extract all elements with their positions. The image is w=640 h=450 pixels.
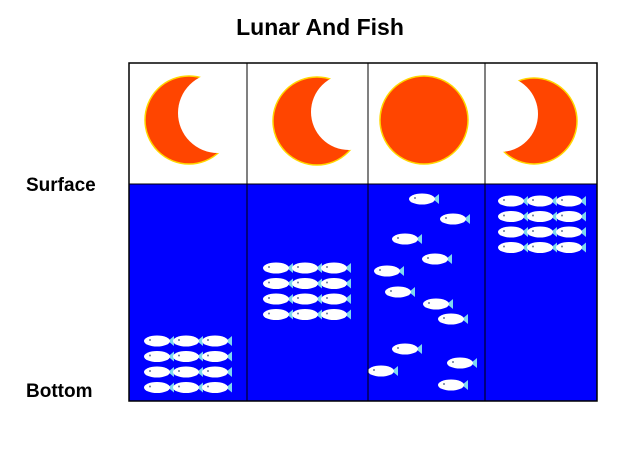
fish-panel-2-1 (263, 262, 293, 274)
fish-panel-2-10 (263, 309, 293, 320)
fish-panel-2-7 (263, 293, 293, 305)
fish-panel-3-9 (392, 343, 422, 355)
fish-panel-4-3 (556, 195, 586, 207)
fish-layer (144, 193, 586, 393)
diagram-border (128, 62, 598, 402)
fish-panel-4-4 (498, 211, 528, 222)
fish-panel-3-5 (374, 265, 404, 277)
fish-panel-3-8 (438, 313, 468, 325)
fish-panel-2-4 (263, 278, 293, 289)
moon-3-full (379, 75, 469, 165)
fish-panel-1-11 (173, 382, 203, 393)
fish-panel-4-7 (498, 226, 528, 238)
fish-panel-1-3 (202, 335, 232, 347)
fish-panel-2-11 (292, 309, 322, 320)
fish-panel-1-9 (202, 366, 232, 378)
fish-panel-2-9 (321, 293, 351, 305)
fish-panel-3-2 (440, 213, 470, 225)
moon-row (144, 75, 578, 166)
fish-panel-2-12 (321, 309, 351, 320)
fish-panel-4-10 (498, 242, 528, 253)
fish-panel-1-4 (144, 351, 174, 362)
fish-panel-1-8 (173, 366, 203, 378)
diagram-title: Lunar And Fish (236, 14, 404, 40)
fish-panel-1-2 (173, 335, 203, 347)
fish-panel-4-12 (556, 242, 586, 253)
fish-panel-2-5 (292, 278, 322, 289)
fish-panel-3-7 (423, 298, 453, 310)
moon-2-crescent (272, 76, 362, 166)
fish-panel-4-2 (527, 195, 557, 207)
fish-panel-2-2 (292, 262, 322, 274)
fish-panel-3-4 (422, 253, 452, 265)
surface-label: Surface (26, 175, 96, 196)
fish-panel-2-3 (321, 262, 351, 274)
fish-panel-4-1 (498, 195, 528, 207)
fish-panel-3-6 (385, 286, 415, 298)
fish-panel-3-10 (447, 357, 477, 369)
fish-panel-1-7 (144, 366, 174, 378)
fish-panel-2-8 (292, 293, 322, 305)
fish-panel-1-5 (173, 351, 203, 362)
fish-panel-4-9 (556, 226, 586, 238)
fish-panel-3-12 (438, 379, 468, 391)
fish-panel-4-6 (556, 211, 586, 222)
panel-grid (128, 62, 598, 402)
fish-panel-3-11 (368, 365, 398, 377)
fish-panel-3-1 (409, 193, 439, 205)
fish-panel-1-12 (202, 382, 232, 393)
fish-panel-3-3 (392, 233, 422, 245)
fish-panel-4-8 (527, 226, 557, 238)
fish-panel-4-11 (527, 242, 557, 253)
fish-panel-4-5 (527, 211, 557, 222)
fish-panel-1-1 (144, 335, 174, 347)
fish-panel-1-6 (202, 351, 232, 362)
fish-panel-2-6 (321, 278, 351, 289)
bottom-label: Bottom (26, 381, 93, 402)
fish-panel-1-10 (144, 382, 174, 393)
moon-4-crescent (490, 77, 578, 165)
moon-1-crescent (144, 75, 234, 165)
